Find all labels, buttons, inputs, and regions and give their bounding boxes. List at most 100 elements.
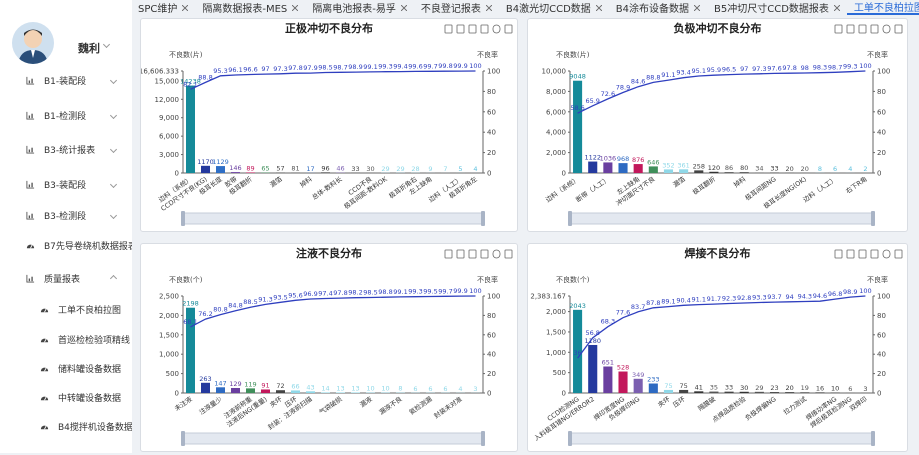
tab[interactable]: 隔离电池报表-易孚 bbox=[305, 0, 414, 15]
toolbar-icon[interactable] bbox=[505, 25, 512, 33]
line-value-label: 99.7 bbox=[423, 62, 437, 70]
zoom-handle[interactable] bbox=[871, 211, 875, 226]
menu-item[interactable]: 首巡检检验项精线 bbox=[0, 329, 132, 349]
zoom-slider[interactable] bbox=[183, 213, 483, 224]
tab[interactable]: 不良登记报表 bbox=[414, 0, 499, 15]
close-icon[interactable] bbox=[596, 5, 602, 11]
menu-item[interactable]: 中转罐设备数据 bbox=[0, 387, 132, 407]
toolbar-icon[interactable] bbox=[469, 250, 476, 258]
tab[interactable]: 隔离数据报表-MES bbox=[195, 0, 305, 15]
menu-item[interactable]: 质量报表 bbox=[0, 268, 132, 288]
close-icon[interactable] bbox=[486, 5, 492, 11]
menu-label[interactable]: B3-检测段 bbox=[44, 209, 86, 222]
toolbar-icon[interactable] bbox=[445, 250, 452, 258]
zoom-slider[interactable] bbox=[570, 213, 873, 224]
bar-value-label: 14 bbox=[321, 384, 329, 392]
zoom-handle[interactable] bbox=[871, 431, 875, 446]
toolbar-icon[interactable] bbox=[481, 250, 488, 258]
bar bbox=[186, 86, 195, 173]
tab-label[interactable]: SPC维护 bbox=[138, 0, 177, 15]
bar-value-label: 91 bbox=[261, 381, 269, 389]
tab-label[interactable]: 隔离数据报表-MES bbox=[202, 0, 287, 15]
toolbar-icon[interactable] bbox=[505, 250, 512, 258]
menu-item[interactable]: 储料罐设备数据 bbox=[0, 358, 132, 378]
menu-label[interactable]: B3-统计报表 bbox=[44, 143, 95, 156]
menu-label[interactable]: 储料罐设备数据 bbox=[58, 362, 121, 375]
tab[interactable]: B4激光切CCD数据 bbox=[499, 0, 609, 15]
toolbar-icon[interactable] bbox=[859, 250, 866, 258]
toolbar-icon[interactable] bbox=[895, 250, 902, 258]
bar bbox=[649, 166, 658, 173]
toolbar-icon[interactable] bbox=[847, 250, 854, 258]
avatar[interactable] bbox=[12, 22, 54, 64]
tab-label[interactable]: B4激光切CCD数据 bbox=[506, 0, 591, 15]
menu-item[interactable]: B1-检测段 bbox=[0, 105, 132, 125]
menu-item[interactable]: B1-装配段 bbox=[0, 70, 132, 90]
tab[interactable]: SPC维护 bbox=[131, 0, 195, 15]
bar-value-label: 43 bbox=[306, 383, 314, 391]
toolbar-icon[interactable] bbox=[835, 250, 842, 258]
bar bbox=[588, 345, 597, 393]
zoom-slider[interactable] bbox=[183, 433, 483, 444]
bar-value-label: 13 bbox=[336, 384, 344, 392]
close-icon[interactable] bbox=[694, 5, 700, 11]
menu-item[interactable]: B3-统计报表 bbox=[0, 139, 132, 159]
y2-tick-label: 20 bbox=[487, 370, 496, 378]
tab-label[interactable]: B4涂布设备数据 bbox=[616, 0, 689, 15]
menu-label[interactable]: 首巡检检验项精线 bbox=[58, 333, 130, 346]
menu-item[interactable]: B4搅拌机设备数据 bbox=[0, 416, 132, 436]
toolbar-icon[interactable] bbox=[847, 25, 854, 33]
zoom-handle[interactable] bbox=[481, 211, 485, 226]
close-icon[interactable] bbox=[834, 5, 840, 11]
y2-tick-label: 100 bbox=[487, 293, 500, 301]
menu-item[interactable]: 工单不良柏拉图 bbox=[0, 299, 132, 319]
user-name[interactable]: 魏利 bbox=[78, 40, 100, 56]
menu-label[interactable]: B4搅拌机设备数据 bbox=[58, 420, 132, 433]
toolbar-icon[interactable] bbox=[883, 250, 890, 258]
menu-item[interactable]: B3-检测段 bbox=[0, 205, 132, 225]
toolbar-icon[interactable] bbox=[493, 250, 500, 258]
toolbar-icon[interactable] bbox=[457, 25, 464, 33]
tab-active[interactable]: 工单不良柏拉图 bbox=[847, 0, 919, 15]
toolbar-icon[interactable] bbox=[835, 25, 842, 33]
close-icon[interactable] bbox=[182, 5, 188, 11]
line-value-label: 92.8 bbox=[737, 294, 751, 302]
menu-label[interactable]: B1-检测段 bbox=[44, 109, 86, 122]
menu-icon bbox=[26, 145, 35, 154]
zoom-slider[interactable] bbox=[570, 433, 873, 444]
bar-value-label: 19 bbox=[801, 384, 809, 392]
zoom-handle[interactable] bbox=[568, 431, 572, 446]
zoom-handle[interactable] bbox=[181, 211, 185, 226]
tab[interactable]: B4涂布设备数据 bbox=[609, 0, 707, 15]
toolbar-icon[interactable] bbox=[895, 25, 902, 33]
menu-label[interactable]: B3-装配段 bbox=[44, 178, 86, 191]
toolbar-icon[interactable] bbox=[445, 25, 452, 33]
menu-item[interactable]: B3-装配段 bbox=[0, 174, 132, 194]
menu-label[interactable]: B1-装配段 bbox=[44, 74, 86, 87]
close-icon[interactable] bbox=[292, 5, 298, 11]
toolbar-icon[interactable] bbox=[469, 25, 476, 33]
menu-item[interactable]: B7先导卷绕机数据报表 bbox=[0, 235, 132, 255]
bar-value-label: 66 bbox=[291, 382, 299, 390]
toolbar-icon[interactable] bbox=[493, 25, 500, 33]
menu-label[interactable]: 工单不良柏拉图 bbox=[58, 303, 121, 316]
toolbar-icon[interactable] bbox=[871, 25, 878, 33]
tab-label[interactable]: B5冲切尺寸CCD数据报表 bbox=[714, 0, 829, 15]
y2-tick-label: 0 bbox=[487, 170, 491, 178]
toolbar-icon[interactable] bbox=[457, 250, 464, 258]
zoom-handle[interactable] bbox=[481, 431, 485, 446]
zoom-handle[interactable] bbox=[181, 431, 185, 446]
tab-label[interactable]: 隔离电池报表-易孚 bbox=[312, 0, 396, 15]
toolbar-icon[interactable] bbox=[871, 250, 878, 258]
toolbar-icon[interactable] bbox=[883, 25, 890, 33]
menu-label[interactable]: B7先导卷绕机数据报表 bbox=[44, 239, 132, 252]
menu-label[interactable]: 质量报表 bbox=[44, 272, 80, 285]
tab[interactable]: B5冲切尺寸CCD数据报表 bbox=[707, 0, 847, 15]
close-icon[interactable] bbox=[401, 5, 407, 11]
toolbar-icon[interactable] bbox=[481, 25, 488, 33]
tab-label[interactable]: 不良登记报表 bbox=[421, 0, 481, 15]
zoom-handle[interactable] bbox=[568, 211, 572, 226]
tab-label[interactable]: 工单不良柏拉图 bbox=[854, 0, 919, 14]
toolbar-icon[interactable] bbox=[859, 25, 866, 33]
menu-label[interactable]: 中转罐设备数据 bbox=[58, 391, 121, 404]
